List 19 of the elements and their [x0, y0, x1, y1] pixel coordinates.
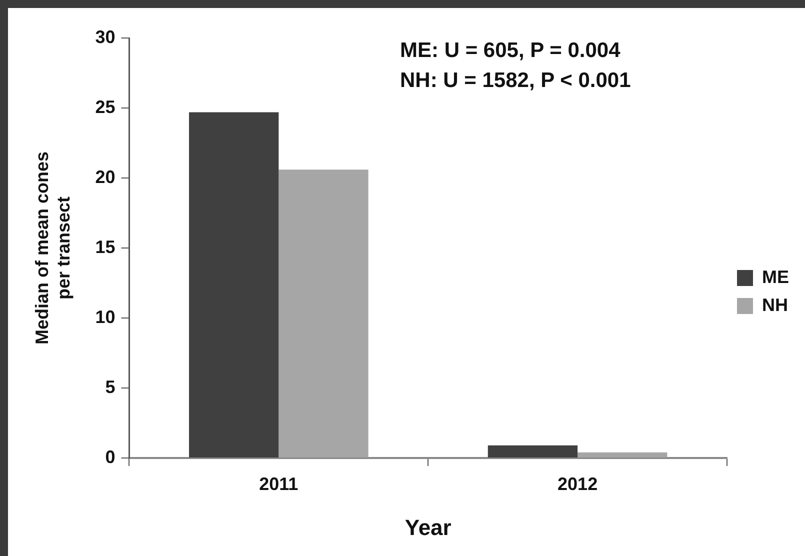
x-tick-label: 2012 [558, 474, 598, 494]
legend-label: ME [762, 266, 789, 287]
annotation: NH: U = 1582, P < 0.001 [400, 68, 631, 94]
bar [578, 452, 668, 458]
y-tick-label: 30 [95, 26, 116, 47]
bar [189, 112, 279, 458]
x-tick-label: 2011 [259, 474, 298, 494]
legend-label: NH [762, 294, 788, 315]
bar [278, 170, 368, 458]
y-tick-label: 10 [95, 306, 116, 327]
bar [488, 445, 578, 458]
y-tick-label: 25 [95, 96, 116, 117]
y-tick-label: 5 [105, 376, 116, 397]
x-axis-title: Year [404, 514, 452, 540]
annotation: ME: U = 605, P = 0.004 [400, 38, 622, 64]
y-tick-label: 20 [95, 166, 116, 187]
y-tick-label: 15 [95, 236, 116, 257]
y-axis-title: Median of mean cones per transect [32, 151, 74, 345]
y-tick-label: 0 [105, 446, 116, 467]
